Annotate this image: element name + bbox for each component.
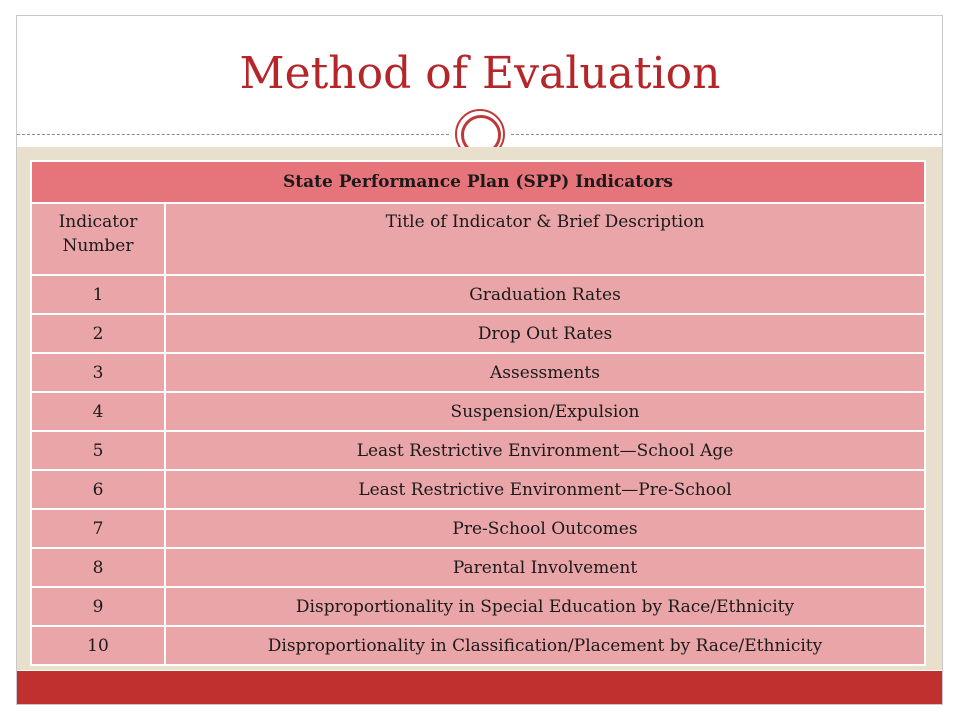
title-divider-right xyxy=(511,134,942,135)
slide-frame xyxy=(16,15,943,705)
indicator-title: Disproportionality in Classification/Pla… xyxy=(164,625,926,666)
table-title-row: State Performance Plan (SPP) Indicators xyxy=(30,160,926,204)
table-row: 2 Drop Out Rates xyxy=(30,313,926,354)
indicator-title: Assessments xyxy=(164,352,926,393)
footer-bar xyxy=(17,671,942,704)
indicator-title: Disproportionality in Special Education … xyxy=(164,586,926,627)
table-row: 6 Least Restrictive Environment—Pre-Schoo… xyxy=(30,469,926,510)
table-row: 3 Assessments xyxy=(30,352,926,393)
indicator-title: Least Restrictive Environment—School Age xyxy=(164,430,926,471)
indicator-number: 4 xyxy=(30,391,166,432)
spp-indicators-table: State Performance Plan (SPP) Indicators … xyxy=(30,160,926,666)
indicator-title: Parental Involvement xyxy=(164,547,926,588)
indicator-number: 5 xyxy=(30,430,166,471)
table-row: 10 Disproportionality in Classification/P… xyxy=(30,625,926,666)
indicator-number: 9 xyxy=(30,586,166,627)
indicator-number: 3 xyxy=(30,352,166,393)
indicator-number: 6 xyxy=(30,469,166,510)
table-row: 5 Least Restrictive Environment—School Ag… xyxy=(30,430,926,471)
table-row: 9 Disproportionality in Special Education… xyxy=(30,586,926,627)
indicator-number: 2 xyxy=(30,313,166,354)
indicator-title: Suspension/Expulsion xyxy=(164,391,926,432)
indicator-title: Graduation Rates xyxy=(164,274,926,315)
column-header-indicator-number: Indicator Number xyxy=(30,202,166,276)
title-divider-left xyxy=(17,134,449,135)
slide-title: Method of Evaluation xyxy=(239,48,721,99)
indicator-title: Drop Out Rates xyxy=(164,313,926,354)
indicator-number: 1 xyxy=(30,274,166,315)
table-row: 4 Suspension/Expulsion xyxy=(30,391,926,432)
table-row: 7 Pre-School Outcomes xyxy=(30,508,926,549)
indicator-number: 7 xyxy=(30,508,166,549)
indicator-number: 10 xyxy=(30,625,166,666)
indicator-title: Pre-School Outcomes xyxy=(164,508,926,549)
table-row: 1 Graduation Rates xyxy=(30,274,926,315)
indicator-title: Least Restrictive Environment—Pre-School xyxy=(164,469,926,510)
column-header-row: Indicator Number Title of Indicator & Br… xyxy=(30,202,926,276)
indicator-number: 8 xyxy=(30,547,166,588)
table-title: State Performance Plan (SPP) Indicators xyxy=(30,160,926,204)
table-row: 8 Parental Involvement xyxy=(30,547,926,588)
column-header-title: Title of Indicator & Brief Description xyxy=(164,202,926,276)
